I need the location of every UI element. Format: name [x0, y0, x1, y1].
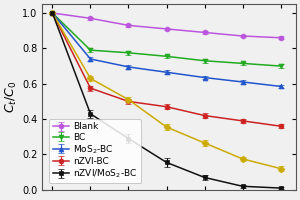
Legend: Blank, BC, MoS$_2$-BC, nZVI-BC, nZVI/MoS$_2$-BC: Blank, BC, MoS$_2$-BC, nZVI-BC, nZVI/MoS…	[49, 119, 141, 183]
Y-axis label: $C_t/C_0$: $C_t/C_0$	[4, 81, 19, 113]
